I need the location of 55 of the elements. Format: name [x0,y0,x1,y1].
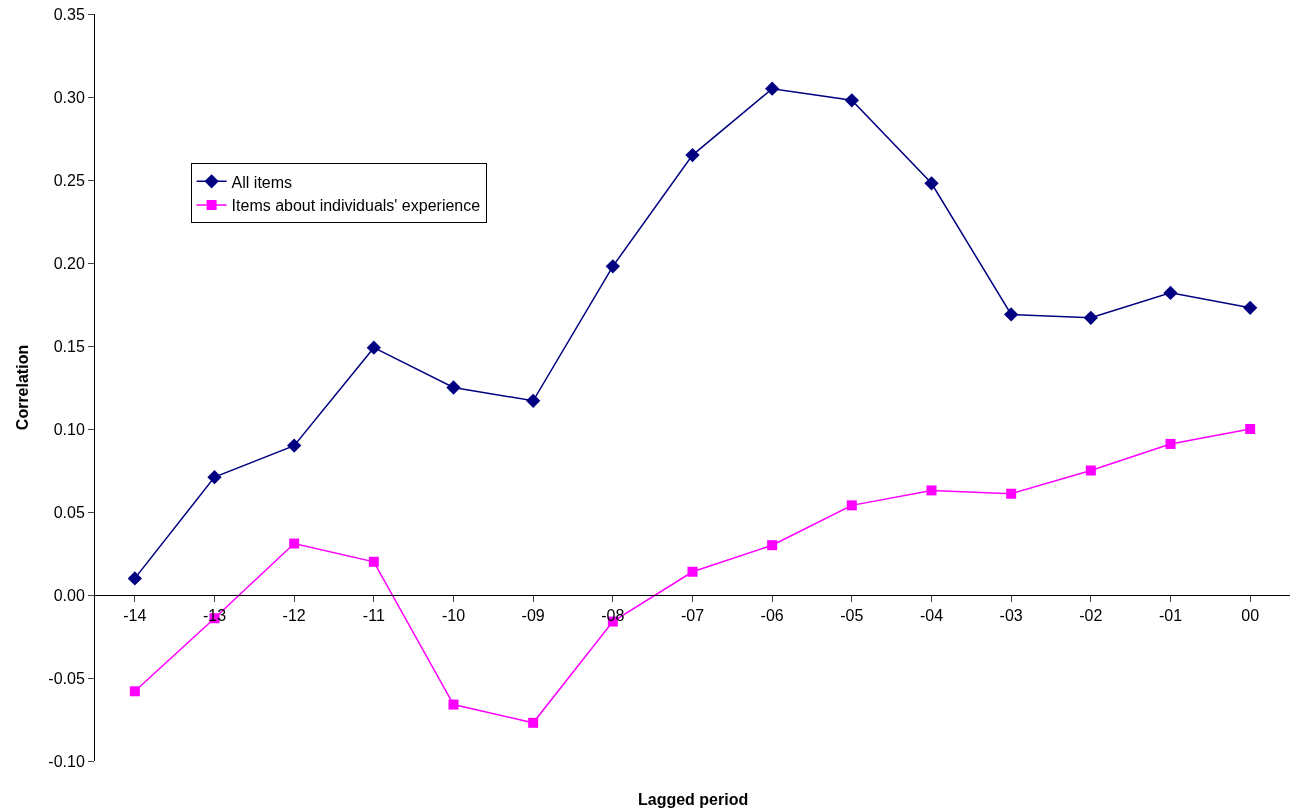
point [685,147,700,163]
point [528,717,539,728]
x-tick-label: -11 [362,607,385,625]
x-axis-title: Lagged period [638,791,749,808]
x-tick-label: -05 [840,607,864,625]
y-tick-label: 0.05 [53,503,85,521]
point [1163,285,1178,301]
x-tick-label: -12 [282,607,306,625]
y-tick-label: 0.20 [53,254,85,272]
point [287,438,302,453]
point [127,571,142,586]
y-tick-label: 0.35 [53,5,85,23]
y-axis-title: Correlation [14,344,32,431]
point [1006,488,1017,499]
x-tick-label: -14 [123,607,147,625]
y-tick-label: 0.10 [53,420,85,438]
point [207,469,222,485]
point [687,566,698,577]
y-tick-label: -0.10 [48,752,85,770]
x-tick-label: 00 [1241,607,1260,625]
y-tick-label: -0.05 [48,669,85,687]
x-tick-label: -01 [1158,607,1183,625]
x-tick-label: -09 [521,607,545,625]
legend-label: All items [231,173,293,191]
x-tick-label: -10 [441,607,466,625]
point [1083,310,1098,325]
legend-label: Items about individuals' experience [231,197,481,215]
point [765,81,780,96]
y-tick-label: 0.15 [53,337,85,355]
point [605,259,620,274]
point [1085,465,1096,476]
point [1165,438,1176,449]
x-tick-label: -06 [760,607,784,625]
point [1245,424,1256,434]
y-tick-label: 0.25 [53,171,85,189]
point [926,485,937,496]
point [368,556,379,567]
point [366,340,381,355]
point [924,176,939,191]
point [767,540,778,551]
point [526,393,541,408]
y-tick-label: 0.30 [53,88,85,106]
x-tick-label: -03 [999,607,1023,625]
point [844,93,859,108]
point [1243,300,1258,315]
point [448,699,459,710]
point [846,500,857,511]
point [289,538,300,549]
point [446,380,461,395]
point [129,686,140,697]
y-tick-label: 0.00 [53,586,85,604]
x-tick-label: -02 [1079,607,1103,625]
x-tick-label: -04 [919,607,944,625]
x-tick-label: -07 [680,607,705,625]
point [1004,307,1019,322]
